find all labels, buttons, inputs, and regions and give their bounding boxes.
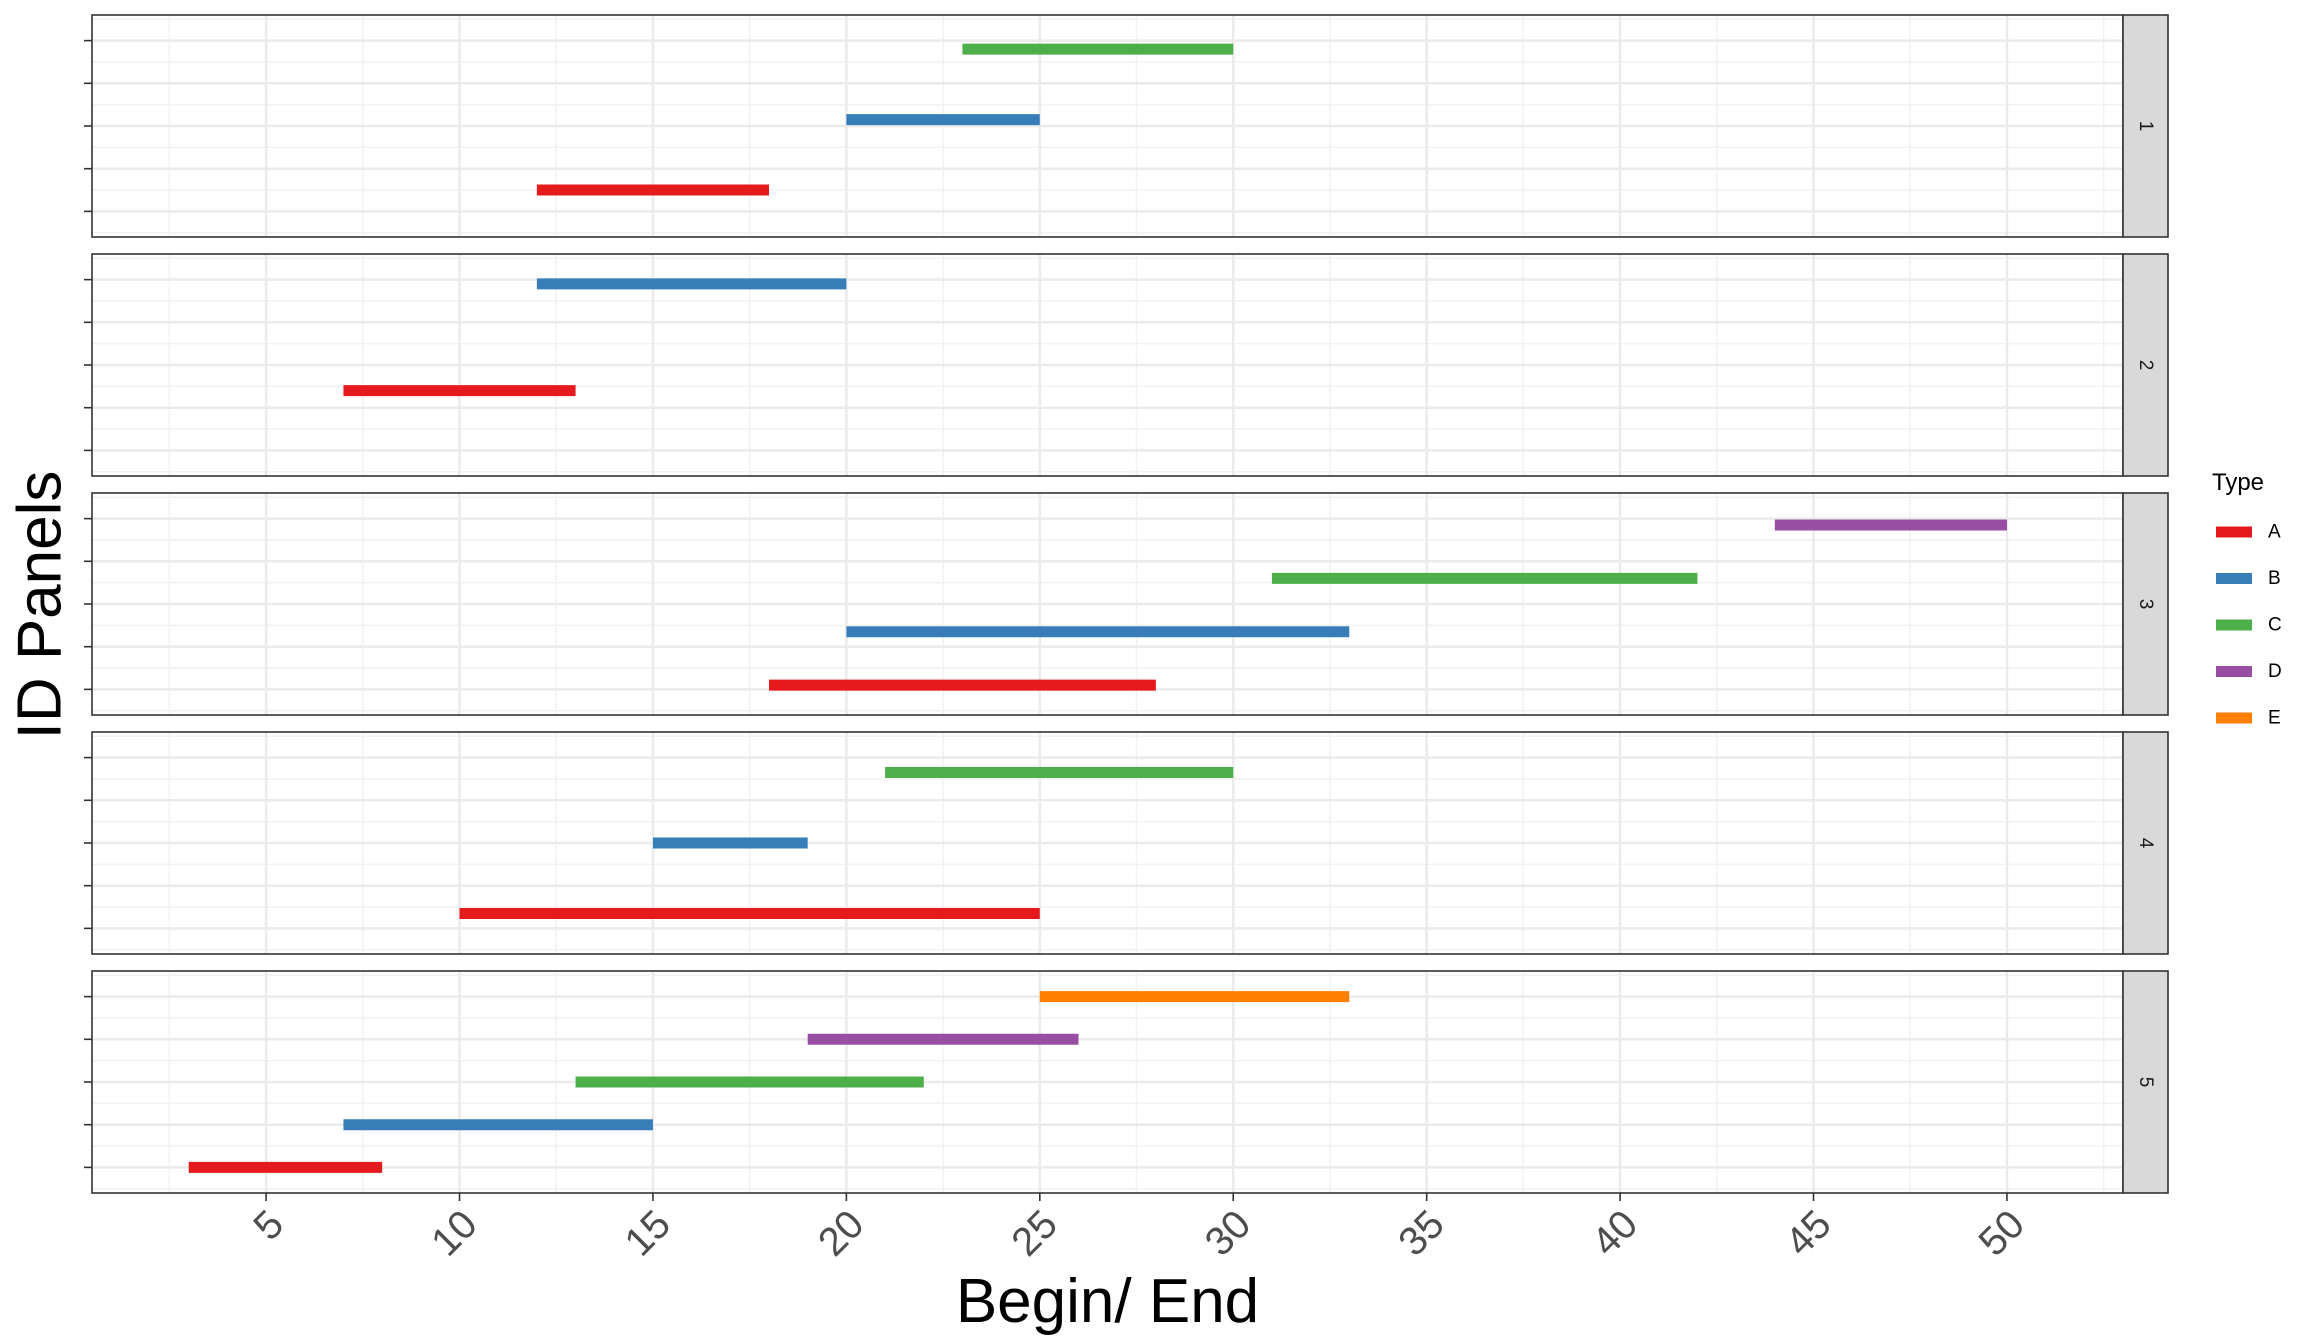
legend-label: A bbox=[2268, 522, 2281, 543]
legend-label: D bbox=[2268, 661, 2282, 682]
facet-panel-1: 1 bbox=[84, 14, 2169, 238]
facet-strip bbox=[2122, 970, 2169, 1194]
facet-panel-4: 4 bbox=[84, 731, 2169, 955]
x-axis: 5 10 15 20 25 30 35 40 45 50 bbox=[245, 1193, 2033, 1265]
facet-panel-3: 3 bbox=[84, 492, 2169, 716]
y-axis-title: ID Panels bbox=[6, 471, 75, 740]
legend-label: B bbox=[2268, 568, 2281, 589]
facet-panel-2: 2 bbox=[84, 253, 2169, 477]
x-axis-title: Begin/ End bbox=[956, 1267, 1259, 1336]
facet-strip-label: 3 bbox=[2135, 599, 2156, 610]
legend-title: Type bbox=[2212, 469, 2264, 496]
facet-strip-label: 4 bbox=[2135, 838, 2156, 849]
facet-strip-label: 2 bbox=[2135, 360, 2156, 371]
facet-strip bbox=[2122, 14, 2169, 238]
x-tick-label: 15 bbox=[617, 1202, 680, 1265]
legend: Type A B C D E bbox=[2212, 469, 2282, 729]
x-tick-label: 5 bbox=[245, 1202, 292, 1249]
x-tick-label: 35 bbox=[1390, 1202, 1453, 1265]
facet-strip bbox=[2122, 731, 2169, 955]
x-tick-label: 40 bbox=[1584, 1202, 1647, 1265]
legend-label: E bbox=[2268, 708, 2281, 729]
facet-strip-label: 5 bbox=[2135, 1077, 2156, 1088]
legend-label: C bbox=[2268, 615, 2282, 636]
facet-panel-5: 5 bbox=[84, 970, 2169, 1194]
x-tick-label: 50 bbox=[1971, 1202, 2034, 1265]
facet-strip-label: 1 bbox=[2135, 121, 2156, 132]
x-tick-label: 30 bbox=[1197, 1202, 1260, 1265]
x-tick-label: 25 bbox=[1003, 1202, 1066, 1265]
x-tick-label: 20 bbox=[810, 1202, 873, 1265]
x-tick-label: 10 bbox=[423, 1202, 486, 1265]
facet-strip bbox=[2122, 492, 2169, 716]
x-tick-label: 45 bbox=[1777, 1202, 1840, 1265]
facet-strip bbox=[2122, 253, 2169, 477]
